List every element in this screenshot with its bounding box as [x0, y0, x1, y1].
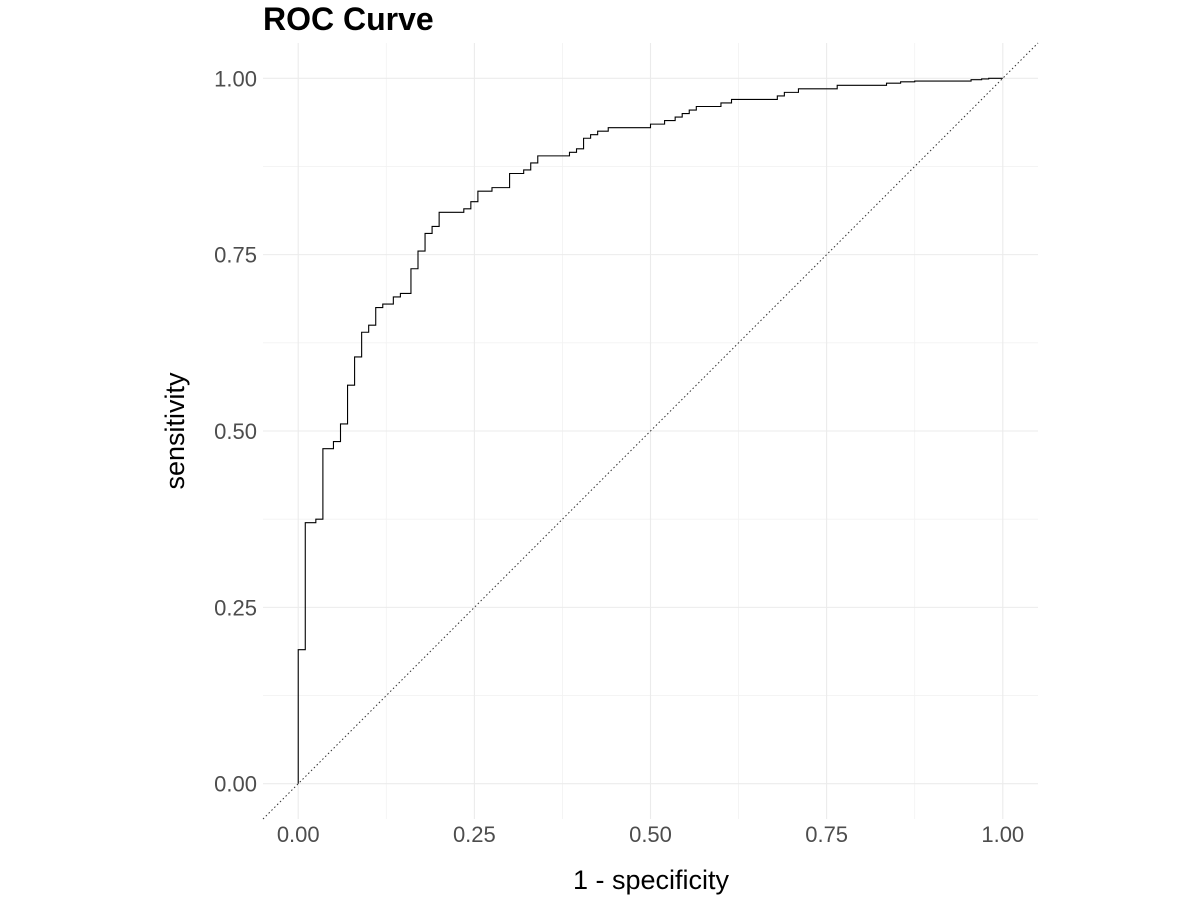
x-tick-label: 0.00 — [277, 822, 320, 847]
y-axis-ticks: 0.00 0.25 0.50 0.75 1.00 — [214, 66, 257, 796]
x-tick-label: 0.75 — [805, 822, 848, 847]
x-tick-label: 1.00 — [981, 822, 1024, 847]
x-tick-label: 0.50 — [629, 822, 672, 847]
y-tick-label: 0.25 — [214, 595, 257, 620]
y-tick-label: 1.00 — [214, 66, 257, 91]
y-tick-label: 0.00 — [214, 772, 257, 797]
x-tick-label: 0.25 — [453, 822, 496, 847]
chart-title: ROC Curve — [263, 1, 434, 37]
grid — [263, 43, 1038, 819]
plot-series — [262, 42, 1039, 820]
roc-curve-line — [297, 77, 1003, 784]
x-axis-title: 1 - specificity — [573, 865, 730, 895]
x-axis-ticks: 0.00 0.25 0.50 0.75 1.00 — [277, 822, 1024, 847]
y-tick-label: 0.75 — [214, 243, 257, 268]
reference-diagonal-line — [262, 42, 1039, 820]
y-tick-label: 0.50 — [214, 419, 257, 444]
y-axis-title: sensitivity — [160, 372, 190, 490]
